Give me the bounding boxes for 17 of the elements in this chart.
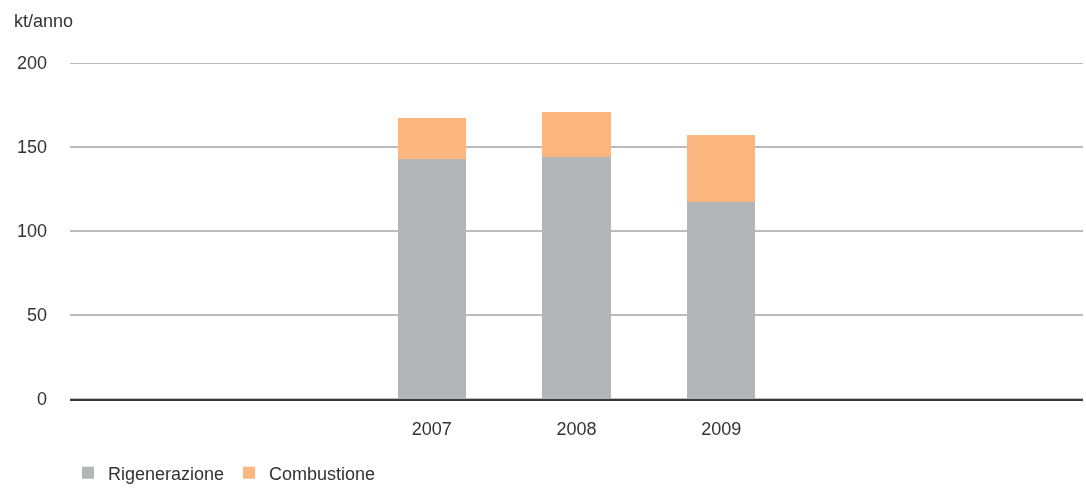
bar [687, 202, 756, 399]
bar [687, 135, 756, 203]
y-tick-label: 100 [16, 221, 47, 242]
legend-label: Combustione [269, 463, 376, 484]
x-tick-label: 2009 [701, 418, 742, 439]
y-tick-label: 200 [16, 53, 47, 74]
bar [397, 158, 466, 399]
bar [542, 111, 611, 158]
bar [397, 118, 466, 159]
legend-label: Rigenerazione [107, 463, 225, 484]
x-tick-label: 2007 [411, 418, 452, 439]
y-axis-title: kt/anno [14, 11, 74, 31]
y-tick-label: 150 [16, 137, 47, 158]
y-tick-label: 50 [26, 305, 47, 326]
x-tick-label: 2008 [556, 418, 597, 439]
bar [542, 157, 611, 399]
y-tick-label: 0 [36, 389, 47, 410]
